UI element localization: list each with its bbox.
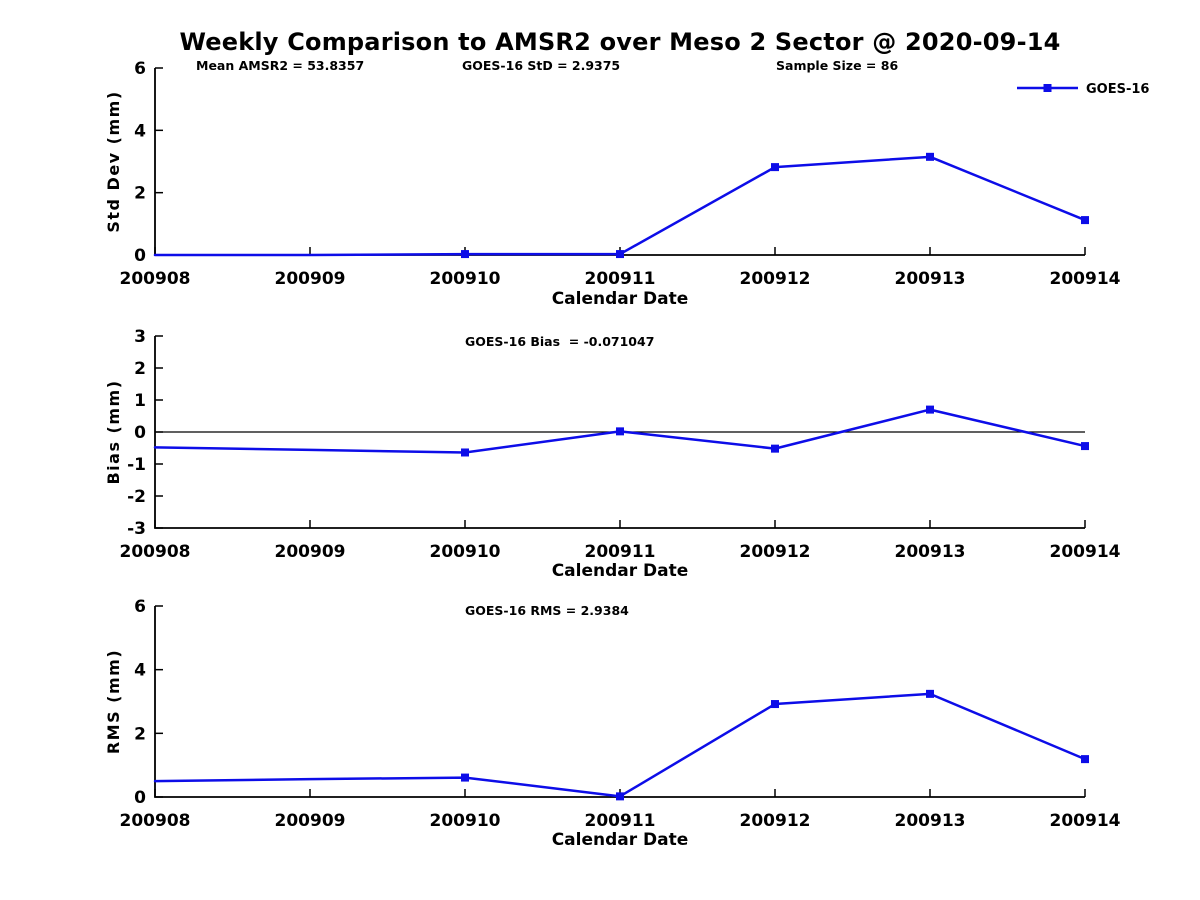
series-line-goes-16 — [153, 155, 1087, 257]
series-marker-goes-16 — [926, 152, 934, 161]
x-tick-label: 200913 — [895, 811, 966, 831]
x-tick-label: 200908 — [120, 542, 191, 562]
series-marker-goes-16 — [616, 250, 624, 259]
legend-label: GOES-16 — [1086, 82, 1149, 97]
y-tick-label: 4 — [134, 661, 146, 681]
series-marker-goes-16 — [616, 792, 624, 801]
y-tick-label: 2 — [134, 359, 146, 379]
series-marker-goes-16 — [616, 427, 624, 436]
series-marker-goes-16 — [771, 444, 779, 453]
annotation: Mean AMSR2 = 53.8357 — [196, 58, 364, 73]
y-tick-label: 6 — [134, 59, 146, 79]
series-marker-goes-16 — [461, 773, 469, 782]
y-tick-label: -3 — [127, 519, 146, 539]
series-line-goes-16 — [153, 692, 1087, 798]
x-tick-label: 200911 — [585, 269, 656, 289]
chart-title: Weekly Comparison to AMSR2 over Meso 2 S… — [179, 28, 1061, 56]
x-tick-label: 200912 — [740, 269, 811, 289]
x-tick-label: 200908 — [120, 811, 191, 831]
series-marker-goes-16 — [1081, 442, 1089, 451]
x-axis-label: Calendar Date — [552, 830, 689, 850]
x-tick-label: 200909 — [275, 811, 346, 831]
y-tick-label: -1 — [127, 455, 146, 475]
y-tick-label: 0 — [134, 423, 146, 443]
y-tick-label: 2 — [134, 184, 146, 204]
x-tick-label: 200911 — [585, 811, 656, 831]
annotation: GOES-16 StD = 2.9375 — [462, 58, 620, 73]
x-tick-label: 200910 — [430, 269, 501, 289]
series-marker-goes-16 — [926, 689, 934, 698]
y-axis-label: RMS (mm) — [104, 649, 123, 754]
x-axis-label: Calendar Date — [552, 289, 689, 309]
series-marker-goes-16 — [771, 163, 779, 172]
y-tick-label: 1 — [134, 391, 146, 411]
annotation: GOES-16 RMS = 2.9384 — [465, 603, 629, 618]
axes-spines-subplot-1 — [154, 68, 1085, 256]
y-tick-label: -2 — [127, 487, 146, 507]
series-marker-goes-16 — [461, 448, 469, 457]
x-tick-label: 200909 — [275, 269, 346, 289]
annotation: Sample Size = 86 — [776, 58, 898, 73]
series-marker-goes-16 — [771, 700, 779, 709]
series-marker-goes-16 — [1081, 755, 1089, 764]
x-tick-label: 200914 — [1050, 542, 1121, 562]
x-tick-label: 200914 — [1050, 811, 1121, 831]
series-marker-goes-16 — [1081, 216, 1089, 225]
x-tick-label: 200913 — [895, 542, 966, 562]
x-tick-label: 200914 — [1050, 269, 1121, 289]
x-tick-label: 200912 — [740, 542, 811, 562]
y-tick-label: 4 — [134, 121, 146, 141]
legend-marker-sample — [1043, 84, 1052, 92]
series-marker-goes-16 — [926, 405, 934, 414]
y-tick-label: 2 — [134, 724, 146, 744]
y-tick-label: 0 — [134, 246, 146, 266]
x-tick-label: 200910 — [430, 542, 501, 562]
annotation: GOES-16 Bias = -0.071047 — [465, 334, 654, 349]
x-tick-label: 200909 — [275, 542, 346, 562]
y-axis-label: Std Dev (mm) — [104, 90, 123, 232]
x-tick-label: 200910 — [430, 811, 501, 831]
series-marker-goes-16 — [461, 250, 469, 259]
y-tick-label: 0 — [134, 788, 146, 808]
x-axis-label: Calendar Date — [552, 561, 689, 581]
x-tick-label: 200912 — [740, 811, 811, 831]
y-tick-label: 3 — [134, 327, 146, 347]
y-tick-label: 6 — [134, 597, 146, 617]
x-tick-label: 200913 — [895, 269, 966, 289]
y-axis-label: Bias (mm) — [104, 379, 123, 484]
x-tick-label: 200908 — [120, 269, 191, 289]
x-tick-label: 200911 — [585, 542, 656, 562]
